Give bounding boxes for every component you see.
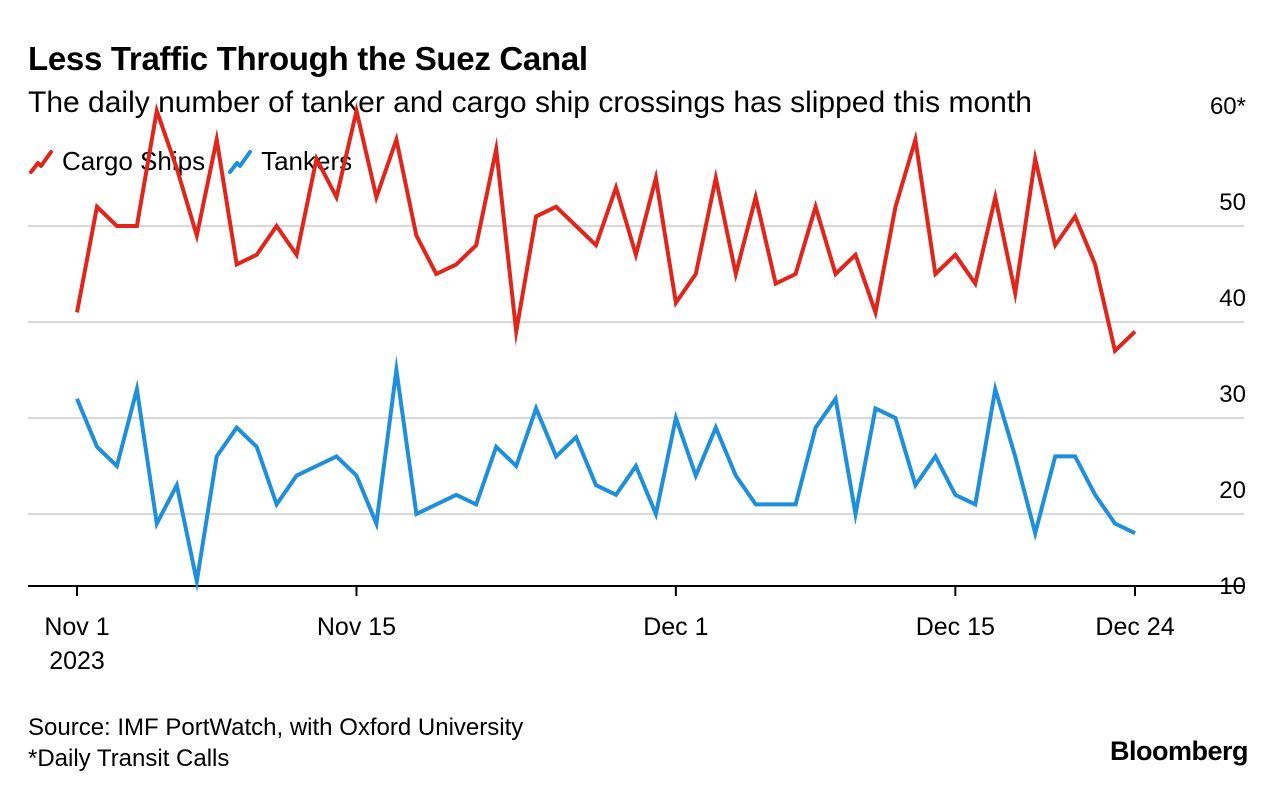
source-note: Source: IMF PortWatch, with Oxford Unive… bbox=[28, 714, 524, 741]
y-tick-label-60: 60* bbox=[1210, 93, 1246, 120]
y-tick-label-40: 40 bbox=[1219, 285, 1246, 312]
legend-swatch-tankers bbox=[228, 149, 253, 174]
y-tick-label-20: 20 bbox=[1219, 477, 1246, 504]
chart-title: Less Traffic Through the Suez Canal bbox=[28, 40, 588, 77]
chart-subtitle: The daily number of tanker and cargo shi… bbox=[28, 86, 1032, 119]
series-line-cargo-ships bbox=[75, 101, 1137, 355]
x-tick-label-14: Nov 15 bbox=[317, 613, 396, 641]
legend-label-cargo: Cargo Ships bbox=[62, 146, 206, 176]
footnotes: Source: IMF PortWatch, with Oxford Unive… bbox=[28, 712, 523, 774]
legend-item-tankers: Tankers bbox=[227, 146, 352, 177]
x-tick-label-53: Dec 24 bbox=[1095, 613, 1174, 641]
y-tick-label-30: 30 bbox=[1219, 381, 1246, 408]
legend: Cargo Ships Tankers bbox=[28, 146, 374, 177]
legend-item-cargo: Cargo Ships bbox=[28, 146, 205, 177]
y-tick-label-50: 50 bbox=[1219, 189, 1246, 216]
x-tick-label-0: Nov 1 bbox=[44, 613, 109, 641]
footnote: *Daily Transit Calls bbox=[28, 745, 230, 772]
x-tick-label-44: Dec 15 bbox=[916, 613, 995, 641]
legend-swatch-cargo bbox=[29, 149, 53, 174]
x-tick-sublabel-0: 2023 bbox=[49, 647, 105, 675]
series-line-tankers bbox=[75, 355, 1136, 593]
bloomberg-logo: Bloomberg bbox=[1109, 736, 1249, 766]
x-tick-label-30: Dec 1 bbox=[643, 613, 708, 641]
legend-label-tankers: Tankers bbox=[261, 146, 353, 176]
legend-swatch-tankers-line bbox=[228, 149, 253, 174]
legend-swatch-cargo-line bbox=[29, 149, 53, 174]
